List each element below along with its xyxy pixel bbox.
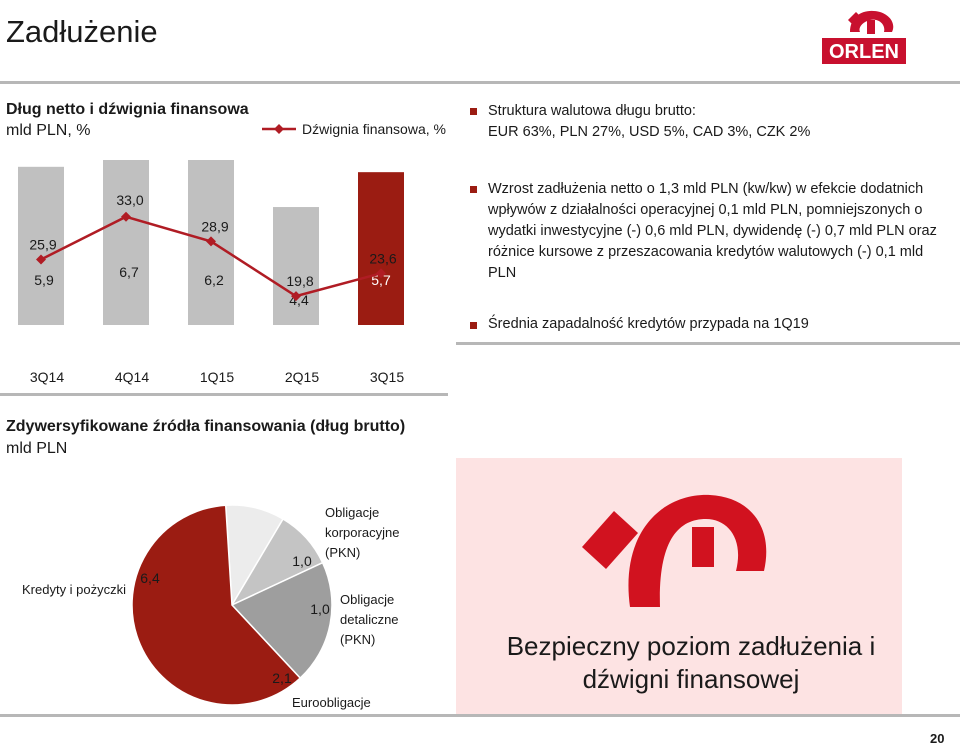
orlen-logo-mark xyxy=(848,10,894,34)
net-debt-chart: 5,93Q146,74Q146,21Q154,42Q155,73Q1525,93… xyxy=(18,160,404,385)
pie-category-label: korporacyjne xyxy=(325,525,399,540)
pie-header: Zdywersyfikowane źródła finansowania (dł… xyxy=(6,416,405,460)
logo-text: ORLEN xyxy=(829,41,899,63)
pie-category-label: (PKN) xyxy=(340,632,375,647)
orlen-eagle-mark-icon xyxy=(582,494,767,607)
page-number: 20 xyxy=(930,731,945,746)
leverage-value-label: 33,0 xyxy=(116,192,143,208)
bar-value-label: 6,7 xyxy=(119,264,139,280)
currency-structure-title: Struktura walutowa długu brutto: xyxy=(488,103,696,119)
bar-value-label: 6,2 xyxy=(204,272,224,288)
bullet-maturity: Średnia zapadalność kredytów przypada na… xyxy=(488,316,809,332)
pie-value-label: 6,4 xyxy=(140,570,160,586)
pie-category-label: (PKN) xyxy=(325,545,360,560)
conclusion-line-2: dźwigni finansowej xyxy=(582,664,800,694)
bar-4q14 xyxy=(103,160,149,325)
orlen-logo: ORLEN xyxy=(822,10,906,64)
leverage-point xyxy=(206,236,216,247)
bottom-divider xyxy=(0,714,960,717)
right-divider xyxy=(456,342,960,345)
bullet-debt-change: Wzrost zadłużenia netto o 1,3 mld PLN (k… xyxy=(488,181,937,281)
pie-value-label: 1,0 xyxy=(292,553,312,569)
legend-label: Dźwignia finansowa, % xyxy=(302,121,446,137)
currency-structure-values: EUR 63%, PLN 27%, USD 5%, CAD 3%, CZK 2% xyxy=(488,124,811,140)
legend-line-marker xyxy=(262,124,296,134)
x-tick-label: 3Q14 xyxy=(30,369,64,385)
middle-divider xyxy=(0,393,448,396)
left-header-unit: mld PLN, % xyxy=(6,122,91,139)
currency-structure-text: Struktura walutowa długu brutto: EUR 63%… xyxy=(488,101,938,143)
bar-2q15 xyxy=(273,207,319,325)
bullet-marker xyxy=(470,108,477,115)
leverage-value-label: 23,6 xyxy=(369,250,396,266)
leverage-value-label: 28,9 xyxy=(201,218,228,234)
leverage-point xyxy=(376,268,386,279)
pie-value-label: 1,0 xyxy=(310,601,330,617)
pie-category-label: detaliczne xyxy=(340,612,399,627)
bullet-marker xyxy=(470,322,477,329)
left-header: Dług netto i dźwignia finansowa mld PLN,… xyxy=(6,99,249,141)
pie-category-label: Obligacje xyxy=(340,592,394,607)
pie-slice xyxy=(131,504,302,706)
pie-category-label: Euroobligacje xyxy=(292,695,371,710)
conclusion-line-1: Bezpieczny poziom zadłużenia i xyxy=(506,631,876,661)
x-tick-label: 3Q15 xyxy=(370,369,404,385)
x-tick-label: 4Q14 xyxy=(115,369,149,385)
leverage-point xyxy=(121,211,131,222)
left-header-title: Dług netto i dźwignia finansowa xyxy=(6,101,249,118)
pie-category-label: Obligacje xyxy=(325,505,379,520)
bar-value-label: 5,7 xyxy=(371,272,391,288)
leverage-value-label: 25,9 xyxy=(29,236,56,252)
page-title: Zadłużenie xyxy=(6,14,158,49)
bar-value-label: 5,9 xyxy=(34,272,54,288)
pie-value-label: 2,1 xyxy=(272,670,292,686)
bar-3q15 xyxy=(358,172,404,325)
chart-legend: Dźwignia finansowa, % xyxy=(262,121,446,137)
bullet-marker xyxy=(470,186,477,193)
pie-header-title: Zdywersyfikowane źródła finansowania (dł… xyxy=(6,418,406,435)
bar-3q14 xyxy=(18,166,64,325)
pie-slice xyxy=(230,561,333,680)
pie-header-unit: mld PLN xyxy=(6,440,68,457)
leverage-value-label: 19,8 xyxy=(286,273,313,289)
financing-sources-chart: 1,0 1,0 2,1 6,4 Kredyty i pożyczki Obligacje k… xyxy=(22,504,399,710)
top-divider xyxy=(0,81,960,84)
x-tick-label: 1Q15 xyxy=(200,369,234,385)
pie-category-label: Kredyty i pożyczki xyxy=(22,582,126,597)
leverage-point xyxy=(291,291,301,302)
x-tick-label: 2Q15 xyxy=(285,369,319,385)
conclusion-text: Bezpieczny poziom zadłużenia i dźwigni f… xyxy=(496,630,886,696)
